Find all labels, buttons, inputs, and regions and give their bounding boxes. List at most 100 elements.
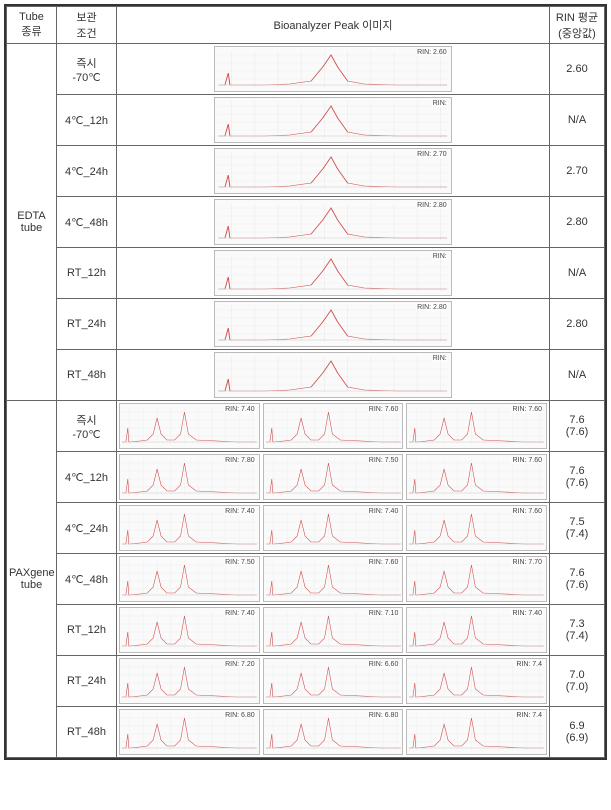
peak-thumbnail: RIN: 7.50 (263, 454, 404, 500)
rin-value-cell: 7.6 (7.6) (550, 452, 605, 503)
bioanalyzer-table: Tube종류 보관조건 Bioanalyzer Peak 이미지 RIN 평균(… (6, 6, 605, 758)
peak-thumbnail: RIN: 7.50 (119, 556, 260, 602)
peak-thumbnail: RIN: 7.20 (119, 658, 260, 704)
peak-thumbnail: RIN: 6.60 (263, 658, 404, 704)
tube-type-cell: EDTA tube (7, 44, 57, 401)
header-rin: RIN 평균(중앙값) (550, 7, 605, 44)
table-row: RT_48h RIN: N/A (7, 350, 605, 401)
peak-rin-label: RIN: 7.10 (368, 610, 400, 617)
peak-image-cell: RIN: (117, 350, 550, 401)
peak-thumbnail: RIN: 7.60 (406, 454, 547, 500)
peak-image-cell: RIN: 7.20 RIN: 6.60 RIN: 7.4 (117, 656, 550, 707)
peak-image-cell: RIN: 7.50 RIN: 7.60 RIN: 7.70 (117, 554, 550, 605)
peak-rin-label: RIN: 7.60 (368, 559, 400, 566)
peak-rin-label: RIN: 7.40 (224, 406, 256, 413)
peak-image-cell: RIN: 7.40 RIN: 7.10 RIN: 7.40 (117, 605, 550, 656)
peak-thumbnail: RIN: 7.60 (406, 505, 547, 551)
rin-value-cell: 2.60 (550, 44, 605, 95)
peak-image-cell: RIN: 2.70 (117, 146, 550, 197)
condition-cell: RT_24h (57, 299, 117, 350)
peak-thumbnail: RIN: 2.70 (214, 148, 451, 194)
rin-value-cell: 7.5 (7.4) (550, 503, 605, 554)
peak-thumbnail: RIN: 7.60 (263, 556, 404, 602)
peak-thumbnail: RIN: 7.40 (406, 607, 547, 653)
rin-value-cell: N/A (550, 95, 605, 146)
condition-cell: 즉시 -70℃ (57, 44, 117, 95)
header-image: Bioanalyzer Peak 이미지 (117, 7, 550, 44)
peak-image-cell: RIN: (117, 248, 550, 299)
header-cond: 보관조건 (57, 7, 117, 44)
rin-value-cell: 2.80 (550, 299, 605, 350)
peak-image-cell: RIN: 2.60 (117, 44, 550, 95)
peak-rin-label: RIN: 7.40 (224, 508, 256, 515)
peak-rin-label: RIN: 6.60 (368, 661, 400, 668)
peak-rin-label: RIN: 7.4 (515, 712, 543, 719)
condition-cell: 4℃_24h (57, 146, 117, 197)
peak-image-cell: RIN: 6.80 RIN: 6.80 RIN: 7.4 (117, 707, 550, 758)
peak-image-cell: RIN: (117, 95, 550, 146)
table-row: 4℃_48h RIN: 7.50 RIN: 7.60 RIN: 7.70 7.6… (7, 554, 605, 605)
rin-value-cell: 6.9 (6.9) (550, 707, 605, 758)
peak-thumbnail: RIN: 2.80 (214, 301, 451, 347)
condition-cell: 4℃_12h (57, 95, 117, 146)
peak-thumbnail: RIN: 6.80 (263, 709, 404, 755)
peak-rin-label: RIN: (432, 253, 448, 260)
peak-rin-label: RIN: (432, 100, 448, 107)
peak-rin-label: RIN: 7.70 (511, 559, 543, 566)
table-row: 4℃_48h RIN: 2.80 2.80 (7, 197, 605, 248)
table-row: PAXgene tube즉시 -70℃ RIN: 7.40 RIN: 7.60 … (7, 401, 605, 452)
table-row: 4℃_24h RIN: 2.70 2.70 (7, 146, 605, 197)
peak-rin-label: RIN: 6.80 (224, 712, 256, 719)
peak-thumbnail: RIN: 2.80 (214, 199, 451, 245)
peak-rin-label: RIN: 7.40 (511, 610, 543, 617)
rin-value-cell: 7.6 (7.6) (550, 401, 605, 452)
rin-value-cell: 2.70 (550, 146, 605, 197)
peak-thumbnail: RIN: 2.60 (214, 46, 451, 92)
peak-rin-label: RIN: 7.60 (511, 406, 543, 413)
peak-rin-label: RIN: 7.50 (224, 559, 256, 566)
table-row: RT_24h RIN: 7.20 RIN: 6.60 RIN: 7.4 7.0 … (7, 656, 605, 707)
peak-rin-label: RIN: 7.60 (511, 457, 543, 464)
table-row: 4℃_12h RIN: 7.80 RIN: 7.50 RIN: 7.60 7.6… (7, 452, 605, 503)
peak-rin-label: RIN: 2.80 (416, 304, 448, 311)
peak-thumbnail: RIN: 7.60 (406, 403, 547, 449)
peak-rin-label: RIN: 7.50 (368, 457, 400, 464)
rin-value-cell: 7.6 (7.6) (550, 554, 605, 605)
condition-cell: 4℃_12h (57, 452, 117, 503)
peak-rin-label: RIN: 7.40 (224, 610, 256, 617)
tube-type-cell: PAXgene tube (7, 401, 57, 758)
peak-rin-label: RIN: 2.70 (416, 151, 448, 158)
peak-thumbnail: RIN: 7.4 (406, 709, 547, 755)
peak-thumbnail: RIN: 7.40 (263, 505, 404, 551)
peak-image-cell: RIN: 7.40 RIN: 7.60 RIN: 7.60 (117, 401, 550, 452)
condition-cell: RT_12h (57, 605, 117, 656)
peak-rin-label: RIN: 7.60 (511, 508, 543, 515)
table-row: RT_48h RIN: 6.80 RIN: 6.80 RIN: 7.4 6.9 … (7, 707, 605, 758)
table-row: RT_12h RIN: N/A (7, 248, 605, 299)
peak-rin-label: RIN: 6.80 (368, 712, 400, 719)
condition-cell: 4℃_48h (57, 197, 117, 248)
table-row: 4℃_24h RIN: 7.40 RIN: 7.40 RIN: 7.60 7.5… (7, 503, 605, 554)
condition-cell: RT_48h (57, 350, 117, 401)
rin-value-cell: N/A (550, 248, 605, 299)
peak-rin-label: RIN: 7.80 (224, 457, 256, 464)
condition-cell: 4℃_24h (57, 503, 117, 554)
condition-cell: 즉시 -70℃ (57, 401, 117, 452)
peak-rin-label: RIN: 2.60 (416, 49, 448, 56)
peak-rin-label: RIN: 7.60 (368, 406, 400, 413)
peak-image-cell: RIN: 7.80 RIN: 7.50 RIN: 7.60 (117, 452, 550, 503)
peak-image-cell: RIN: 2.80 (117, 197, 550, 248)
rin-value-cell: 7.0 (7.0) (550, 656, 605, 707)
table-row: RT_24h RIN: 2.80 2.80 (7, 299, 605, 350)
rin-value-cell: 2.80 (550, 197, 605, 248)
peak-thumbnail: RIN: 7.60 (263, 403, 404, 449)
peak-thumbnail: RIN: 7.40 (119, 403, 260, 449)
peak-thumbnail: RIN: 7.40 (119, 505, 260, 551)
condition-cell: RT_12h (57, 248, 117, 299)
header-tube: Tube종류 (7, 7, 57, 44)
peak-thumbnail: RIN: 7.80 (119, 454, 260, 500)
peak-thumbnail: RIN: 7.10 (263, 607, 404, 653)
table-row: EDTA tube즉시 -70℃ RIN: 2.60 2.60 (7, 44, 605, 95)
peak-thumbnail: RIN: 6.80 (119, 709, 260, 755)
peak-rin-label: RIN: (432, 355, 448, 362)
